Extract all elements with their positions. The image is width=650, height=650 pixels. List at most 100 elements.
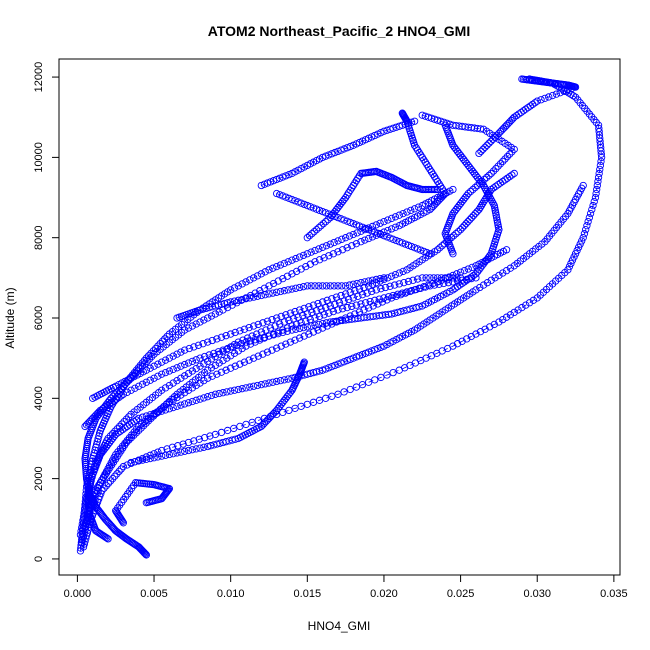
data-point [158,386,166,394]
data-point [222,332,230,340]
data-point [122,415,131,423]
data-point [358,381,367,389]
data-point [450,143,459,151]
data-point [340,216,348,224]
data-point [326,240,334,248]
data-point [104,479,113,488]
data-point [200,360,208,368]
data-point [204,366,212,374]
data-point [487,169,495,178]
data-point [491,133,499,141]
data-point [95,429,104,437]
data-point [158,370,166,378]
data-point [271,322,279,330]
data-point [343,217,351,225]
data-point [137,424,145,432]
data-point [582,226,590,234]
data-point [404,277,413,286]
data-point [230,284,239,292]
data-point [161,451,170,459]
data-point [273,175,281,184]
data-point [338,282,346,290]
data-point [337,146,345,154]
data-point [325,309,333,317]
data-point [119,390,128,398]
data-point [479,281,488,289]
data-point [117,465,125,473]
data-point [135,457,143,465]
data-point [273,344,281,352]
series-15 [273,189,434,258]
data-point [591,193,600,202]
data-point [469,271,478,280]
data-point [227,330,235,338]
data-point [285,316,293,325]
data-point [340,358,348,366]
data-point [79,543,88,551]
data-point [81,537,89,545]
data-point [132,416,141,424]
data-point [273,262,281,271]
data-point [334,248,342,256]
data-point [250,274,258,282]
data-point [383,233,391,241]
data-point [125,413,133,421]
y-axis-label: Altitude (m) [3,287,17,348]
data-point [486,323,494,331]
data-point [346,142,354,151]
data-point [318,243,327,251]
data-point [322,303,330,312]
data-point [590,197,598,206]
data-series [76,75,606,559]
data-point [311,282,319,290]
data-point [481,143,489,151]
data-point [184,438,193,447]
data-point [568,84,576,93]
data-point [337,291,345,300]
data-point [238,280,246,288]
data-point [299,283,308,291]
data-point [386,234,394,242]
data-point [268,315,276,324]
data-point [361,299,370,307]
data-point [242,278,250,286]
data-point [236,327,244,335]
data-point [283,327,292,335]
data-point [433,246,442,254]
data-point [318,282,327,290]
data-point [234,296,242,304]
data-point [102,482,110,490]
data-point [108,474,117,483]
data-point [595,124,603,133]
data-point [231,328,239,337]
data-point [204,393,212,401]
data-point [173,402,181,410]
data-point [131,458,139,466]
data-point [292,254,300,263]
data-point [436,244,444,252]
data-point [371,376,379,384]
data-point [460,266,469,275]
data-point [284,286,292,294]
data-point [181,400,189,408]
data-point [205,351,213,359]
data-point [142,378,151,386]
y-tick-label: 8000 [33,225,45,249]
data-point [122,438,131,447]
data-point [361,349,370,357]
data-point [353,229,361,237]
y-axis: 0 2000 4000 6000 8000 10000 12000 [33,62,59,562]
data-point [331,148,339,157]
data-point [330,238,338,247]
data-point [355,352,364,360]
data-point [91,446,99,454]
y-tick-label: 10000 [33,142,45,173]
data-point [349,219,357,228]
data-point [422,274,430,282]
data-point [352,240,361,248]
data-point [250,322,258,330]
data-point [346,288,354,296]
data-point [588,205,596,214]
data-point [169,379,177,387]
data-point [300,332,308,340]
